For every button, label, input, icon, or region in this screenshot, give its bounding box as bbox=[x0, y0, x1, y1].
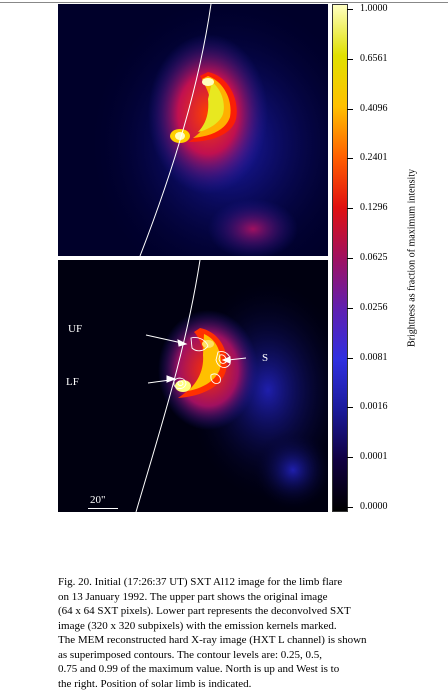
colorbar-tick-label: 0.0001 bbox=[360, 452, 388, 462]
colorbar-tick-mark bbox=[347, 158, 353, 159]
colorbar-tick-mark bbox=[347, 407, 353, 408]
colorbar-tick-mark bbox=[347, 9, 353, 10]
colorbar-tick-mark bbox=[347, 109, 353, 110]
figure-caption: Fig. 20. Initial (17:26:37 UT) SXT Al12 … bbox=[58, 575, 438, 691]
s-label: S bbox=[262, 352, 268, 364]
caption-line: (64 x 64 SXT pixels). Lower part represe… bbox=[58, 604, 438, 619]
deconvolved-sxt-image bbox=[58, 260, 328, 512]
colorbar-tick-label: 0.0256 bbox=[360, 303, 388, 313]
lf-label: LF bbox=[66, 376, 79, 388]
colorbar-tick-mark bbox=[347, 308, 353, 309]
colorbar-axis-label: Brightness as fraction of maximum intens… bbox=[407, 169, 418, 347]
colorbar-tick-label: 0.0625 bbox=[360, 253, 388, 263]
scale-bar-label: 20" bbox=[90, 494, 106, 506]
colorbar-tick-mark bbox=[347, 208, 353, 209]
caption-line: on 13 January 1992. The upper part shows… bbox=[58, 590, 438, 605]
colorbar-tick-mark bbox=[347, 457, 353, 458]
uf-label: UF bbox=[68, 323, 82, 335]
caption-line: 0.75 and 0.99 of the maximum value. Nort… bbox=[58, 662, 438, 677]
colorbar-tick-label: 0.4096 bbox=[360, 104, 388, 114]
caption-line: as superimposed contours. The contour le… bbox=[58, 648, 438, 663]
caption-line: The MEM reconstructed hard X-ray image (… bbox=[58, 633, 438, 648]
colorbar-tick-label: 0.0000 bbox=[360, 502, 388, 512]
colorbar-tick-label: 0.0081 bbox=[360, 353, 388, 363]
intensity-colorbar bbox=[332, 4, 348, 512]
scale-bar bbox=[88, 508, 118, 509]
caption-line: image (320 x 320 subpixels) with the emi… bbox=[58, 619, 438, 634]
caption-line: the right. Position of solar limb is ind… bbox=[58, 677, 438, 691]
colorbar-tick-mark bbox=[347, 507, 353, 508]
colorbar-tick-mark bbox=[347, 358, 353, 359]
original-sxt-image bbox=[58, 4, 328, 256]
colorbar-tick-mark bbox=[347, 258, 353, 259]
colorbar-tick-label: 1.0000 bbox=[360, 4, 388, 14]
colorbar-tick-label: 0.2401 bbox=[360, 153, 388, 163]
caption-line: Fig. 20. Initial (17:26:37 UT) SXT Al12 … bbox=[58, 575, 438, 590]
colorbar-tick-label: 0.0016 bbox=[360, 402, 388, 412]
colorbar-tick-label: 0.1296 bbox=[360, 203, 388, 213]
colorbar-tick-mark bbox=[347, 59, 353, 60]
colorbar-tick-label: 0.6561 bbox=[360, 54, 388, 64]
